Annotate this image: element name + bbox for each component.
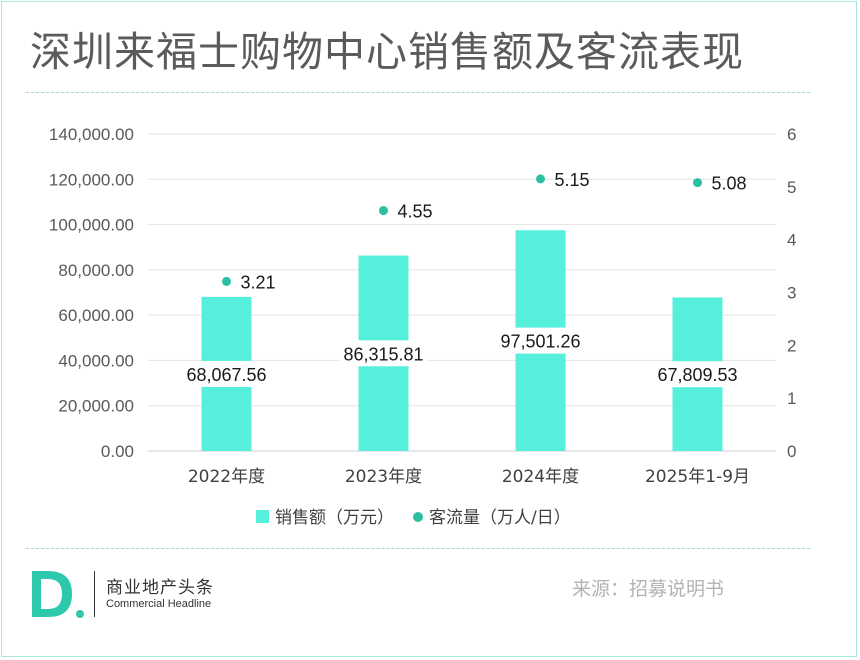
bar-data-label: 68,067.56 xyxy=(186,365,266,385)
y-left-tick-label: 20,000.00 xyxy=(58,397,134,416)
y-right-tick-label: 6 xyxy=(787,125,796,144)
y-left-tick-label: 40,000.00 xyxy=(58,351,134,370)
x-tick-label: 2023年度 xyxy=(345,467,422,487)
bottom-divider xyxy=(26,548,810,549)
y-left-tick-label: 100,000.00 xyxy=(49,216,134,235)
top-divider xyxy=(26,92,810,93)
scatter-data-label: 5.15 xyxy=(555,170,590,190)
scatter-point xyxy=(222,276,231,286)
brand-subtitle: Commercial Headline xyxy=(106,598,212,610)
x-tick-label: 2025年1-9月 xyxy=(645,467,750,487)
bar-label-bg xyxy=(496,327,585,354)
legend-swatch-traffic xyxy=(413,512,423,522)
y-left-tick-label: 80,000.00 xyxy=(58,261,134,280)
scatter-data-label: 4.55 xyxy=(398,202,433,222)
x-tick-label: 2024年度 xyxy=(502,467,579,487)
scatter-data-label: 3.21 xyxy=(241,272,276,292)
source-note: 来源：招募说明书 xyxy=(572,578,725,600)
x-tick-label: 2022年度 xyxy=(188,467,265,487)
bar-label-bg xyxy=(182,360,271,387)
y-left-tick-label: 60,000.00 xyxy=(58,306,134,325)
logo-letter-d xyxy=(32,571,72,617)
brand-block: 商业地产头条 Commercial Headline xyxy=(26,565,286,625)
scatter-point xyxy=(693,178,702,188)
legend-label-traffic: 客流量（万人/日） xyxy=(429,508,571,528)
y-right-tick-label: 0 xyxy=(787,442,796,461)
scatter-data-label: 5.08 xyxy=(712,174,747,194)
y-right-tick-label: 5 xyxy=(787,178,796,197)
brand-logo xyxy=(32,571,84,618)
chart-svg: 0.00 20,000.00 40,000.00 60,000.00 80,000.00… xyxy=(49,125,797,528)
y-right-tick-label: 3 xyxy=(787,284,796,303)
scatter-point xyxy=(536,174,545,184)
scatter-point xyxy=(379,206,388,216)
y-left-tick-label: 140,000.00 xyxy=(49,125,134,144)
bar-data-label: 86,315.81 xyxy=(343,344,423,364)
chart-title: 深圳来福士购物中心销售额及客流表现 xyxy=(30,28,744,76)
y-right-tick-label: 2 xyxy=(787,336,796,355)
legend-label-sales: 销售额（万元） xyxy=(275,508,394,528)
bar-label-bg xyxy=(653,361,742,388)
bar-data-label: 97,501.26 xyxy=(500,332,580,352)
logo-dot xyxy=(76,610,84,618)
bar-data-label: 67,809.53 xyxy=(657,365,737,385)
brand-separator xyxy=(94,571,95,617)
y-left-tick-label: 0.00 xyxy=(101,442,134,461)
y-left-tick-label: 120,000.00 xyxy=(49,170,134,189)
y-right-tick-label: 4 xyxy=(787,231,796,250)
brand-name: 商业地产头条 xyxy=(106,578,214,598)
legend-swatch-sales xyxy=(256,510,269,523)
y-right-tick-label: 1 xyxy=(787,389,796,408)
bar-label-bg xyxy=(339,340,428,367)
